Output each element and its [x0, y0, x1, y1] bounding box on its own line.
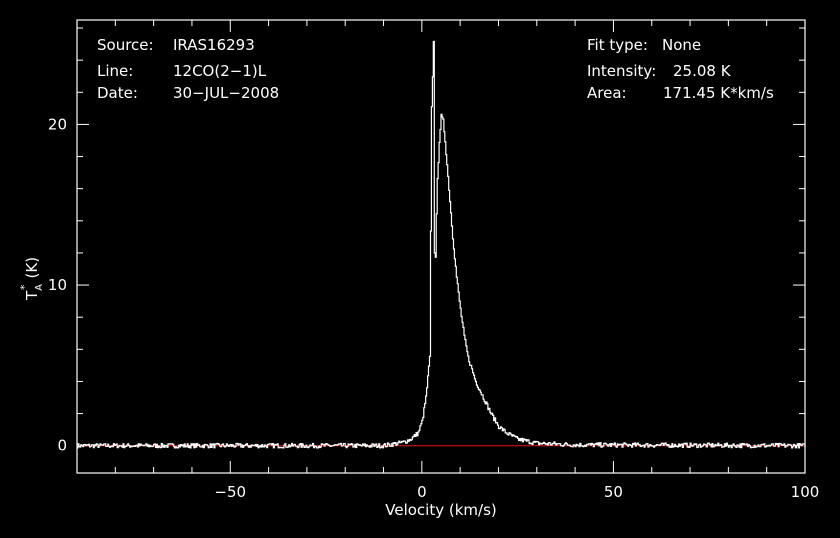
- x-axis-label: Velocity (km/s): [385, 501, 496, 519]
- y-axis-label-main: T: [23, 290, 41, 301]
- area-label: Area:: [587, 84, 627, 102]
- y-tick-label: 10: [48, 276, 67, 294]
- y-axis-label-sub: A: [34, 284, 45, 291]
- y-axis-label-unit: (K): [23, 257, 41, 279]
- source-value: IRAS16293: [173, 36, 255, 54]
- x-tick-label: 50: [604, 483, 623, 501]
- axis-ticks: [77, 20, 806, 473]
- svg-text:TA*(K): TA* (K): [18, 257, 45, 301]
- line-label: Line:: [97, 62, 133, 80]
- x-tick-label: −50: [214, 483, 246, 501]
- date-label: Date:: [97, 84, 138, 102]
- y-tick-label: 20: [48, 115, 67, 133]
- plot-frame: [76, 19, 806, 474]
- y-axis-label: TA* (K): [18, 257, 45, 301]
- fit-type-value: None: [662, 36, 701, 54]
- date-value: 30−JUL−2008: [173, 84, 279, 102]
- y-axis-label-sup: *: [18, 284, 31, 290]
- area-value: 171.45 K*km/s: [663, 84, 774, 102]
- source-label: Source:: [97, 36, 154, 54]
- x-tick-label: 0: [417, 483, 427, 501]
- spectrum-line: [77, 40, 806, 449]
- intensity-label: Intensity:: [587, 62, 656, 80]
- y-tick-label: 0: [57, 437, 67, 455]
- intensity-value: 25.08 K: [673, 62, 732, 80]
- fit-type-label: Fit type:: [587, 36, 648, 54]
- axis-tick-labels: −50 0 50 100 0 10 20: [48, 115, 819, 501]
- x-tick-label: 100: [791, 483, 820, 501]
- line-value: 12CO(2−1)L: [173, 62, 267, 80]
